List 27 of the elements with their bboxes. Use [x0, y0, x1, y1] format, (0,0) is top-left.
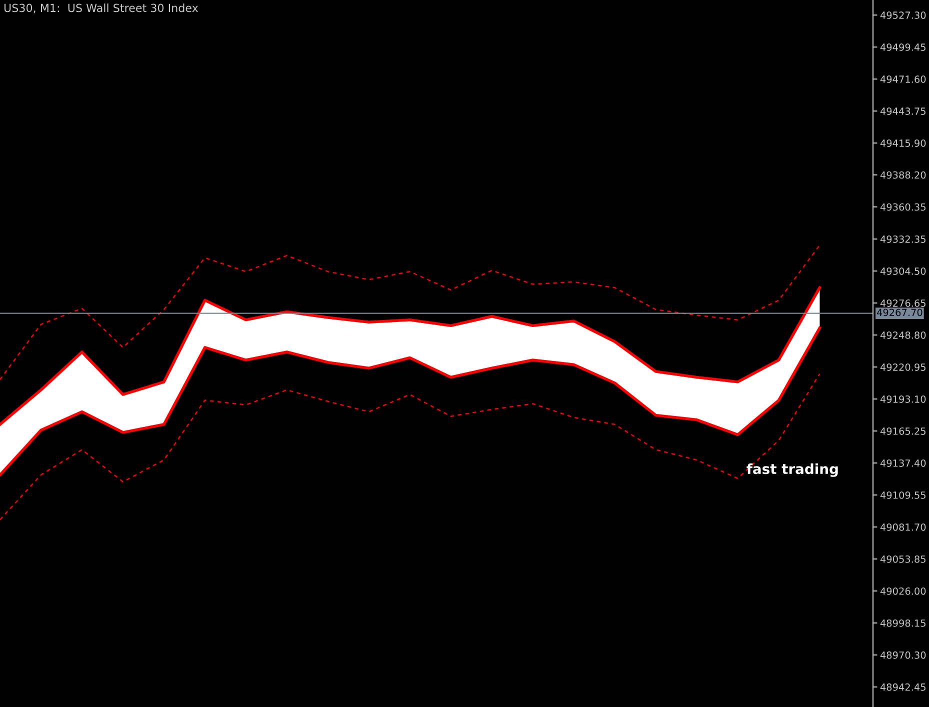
y-tick-label: 49527.30 — [880, 12, 926, 19]
y-tick-label: 49415.90 — [880, 140, 926, 147]
y-tick-label: 49443.75 — [880, 108, 926, 115]
y-tick-label: 48942.45 — [880, 683, 926, 691]
y-tick-label: 49193.10 — [880, 395, 926, 403]
y-tick-label: 49220.95 — [880, 363, 926, 371]
y-tick-label: 49276.65 — [880, 299, 926, 307]
y-tick-label: 49388.20 — [880, 171, 926, 179]
y-tick-label: 49332.35 — [880, 235, 926, 243]
y-tick-label: 49026.00 — [880, 587, 926, 595]
y-tick-label: 49360.35 — [880, 203, 926, 211]
y-tick-label: 49109.55 — [880, 491, 926, 499]
y-tick-label: 49053.85 — [880, 555, 926, 563]
y-tick-label: 48998.15 — [880, 619, 926, 627]
annotation: fast trading — [746, 463, 838, 477]
y-tick-label: 49137.40 — [880, 459, 926, 467]
ref-line-label: 49267.70 — [876, 308, 922, 316]
y-tick-label: 48970.30 — [880, 651, 926, 659]
line-series — [0, 244, 820, 380]
line-series — [0, 286, 822, 426]
y-tick-label: 49165.25 — [880, 427, 926, 435]
y-tick-label: 49499.45 — [880, 44, 926, 51]
y-tick-label: 49081.70 — [880, 523, 926, 531]
y-tick-label: 49248.80 — [880, 331, 926, 339]
y-tick-label: 49471.60 — [880, 76, 926, 83]
y-tick-label: 49304.50 — [880, 267, 926, 275]
chart-title: US30, M1: US Wall Street 30 Index — [4, 4, 198, 14]
